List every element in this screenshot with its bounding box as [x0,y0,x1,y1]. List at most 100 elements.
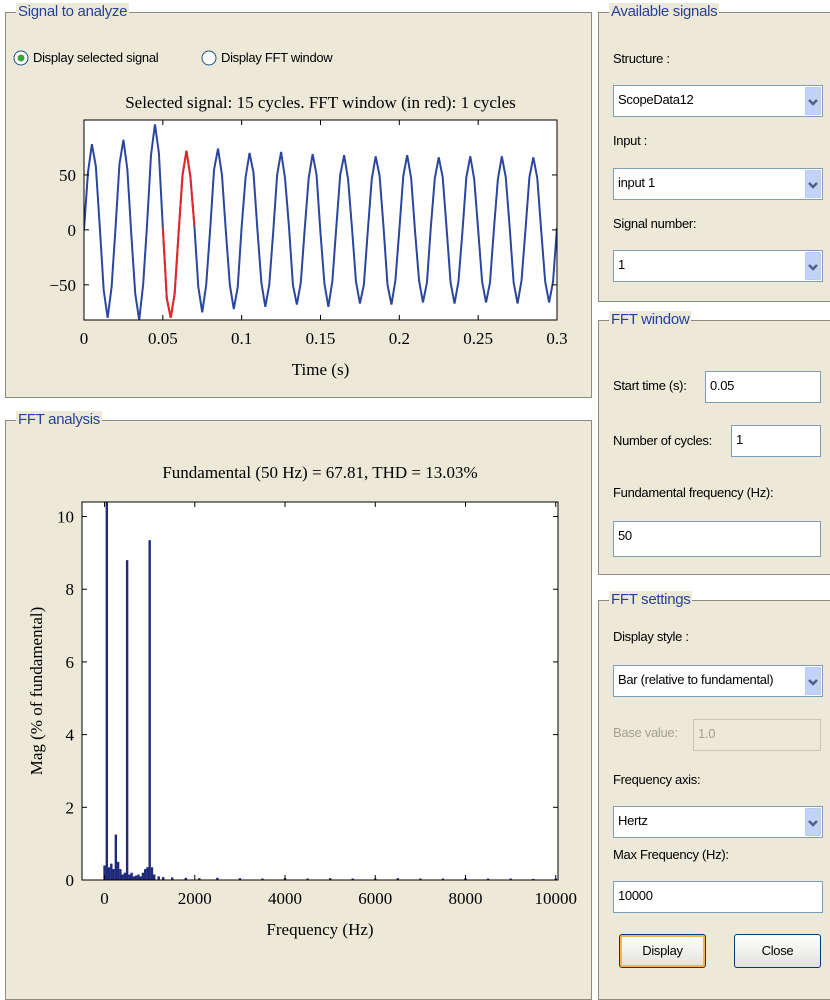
plots: 0 0.05 0.1 0.15 0.2 0.25 0.3 −50 0 50 Selected sig… [27,93,577,939]
bar [128,874,131,880]
bar [141,872,145,880]
bar [216,877,219,880]
radio-selected[interactable] [12,49,30,67]
panel-title: Signal to analyze [16,3,130,20]
axis-select[interactable]: Hertz [613,806,823,838]
radio-label[interactable]: Display FFT window [221,50,333,65]
plot-frame [83,119,558,321]
bar [116,861,120,880]
y-tick-label: 0 [68,221,77,240]
radio[interactable] [200,49,218,67]
bar [162,877,165,880]
bar [509,878,512,880]
x-tick-label: 0.2 [389,329,410,348]
plot-marks [103,502,557,880]
bar [146,867,149,880]
bar [114,834,118,880]
panel-title: FFT analysis [16,411,102,428]
bar [351,878,354,880]
bar [121,874,124,880]
x-tick-label: 0.05 [148,329,178,348]
select-arrow [805,252,821,280]
bar [132,876,136,880]
label: Number of cycles: [613,433,712,448]
bar [103,865,106,880]
select-arrow [805,170,821,198]
bar [441,878,445,880]
plot-area [82,502,558,880]
bar [137,874,140,880]
label: Fundamental frequency (Hz): [613,485,774,500]
display-button[interactable]: Display [619,934,706,968]
y-tick-label: 50 [59,166,76,185]
select-value: Hertz [618,813,648,828]
label: Max Frequency (Hz): [613,847,729,862]
input-select[interactable]: input 1 [613,168,823,200]
window-panel: FFT window Start time (s): 0.05 Number o… [598,311,830,575]
x-tick-label: 0 [100,889,109,908]
bar [150,867,154,880]
base-input: 1.0 [693,719,821,751]
x-tick-label: 4000 [268,889,302,908]
bar [396,878,400,880]
select-arrow [805,808,821,836]
y-axis-label: Mag (% of fundamental) [27,607,46,776]
bar [119,869,122,880]
x-tick-label: 2000 [178,889,212,908]
bar [130,872,133,880]
bar [110,863,113,880]
y-tick-label: 0 [66,871,75,890]
plot-marks [84,124,557,320]
bar [125,560,129,880]
x-tick-label: 0.1 [231,329,252,348]
select-value: 1 [618,257,625,272]
x-tick-label: 10000 [534,889,577,908]
x-tick-label: 8000 [449,889,483,908]
label: Signal number: [613,216,697,231]
max-input[interactable]: 10000 [613,881,823,913]
settings-panel: FFT settings Display style : Bar (relati… [598,591,830,1000]
x-axis-label: Frequency (Hz) [266,920,373,939]
bar [419,878,422,880]
bar [148,540,151,880]
x-tick-label: 0.3 [546,329,567,348]
signal-line [84,124,557,320]
y-tick-label: 2 [66,798,75,817]
label: Display style : [613,629,689,644]
label: Frequency axis: [613,772,701,787]
x-tick-label: 0 [80,329,89,348]
style-select[interactable]: Bar (relative to fundamental) [613,665,823,697]
y-tick-label: −50 [49,276,76,295]
x-axis-label: Time (s) [292,360,349,379]
signal-line [161,150,196,318]
cycles-input[interactable]: 1 [731,425,821,457]
bar [531,878,535,880]
y-tick-label: 10 [57,508,74,527]
bar [152,874,156,880]
select-arrow [805,87,821,115]
panel-title: FFT settings [609,591,693,608]
bar [123,872,127,880]
x-tick-label: 0.15 [306,329,336,348]
close-button[interactable]: Close [734,934,821,968]
bar [328,878,332,880]
signal-select[interactable]: 1 [613,250,823,282]
radio-label[interactable]: Display selected signal [33,50,159,65]
bar [486,878,490,880]
start-input[interactable]: 0.05 [705,371,821,403]
bar [143,869,147,880]
bar [105,502,109,880]
y-tick-label: 6 [66,653,75,672]
panel-title: FFT window [609,311,692,328]
chart-title: Selected signal: 15 cycles. FFT window (… [125,93,516,112]
freq-input[interactable]: 50 [613,521,821,557]
bar [134,875,138,880]
structure-select[interactable]: ScopeData12 [613,85,823,117]
select-arrow [805,667,821,695]
select-value: ScopeData12 [618,92,694,107]
x-tick-label: 0.25 [463,329,493,348]
plot-frame [81,501,559,881]
panel-title: Available signals [609,3,720,20]
bar [198,878,201,880]
